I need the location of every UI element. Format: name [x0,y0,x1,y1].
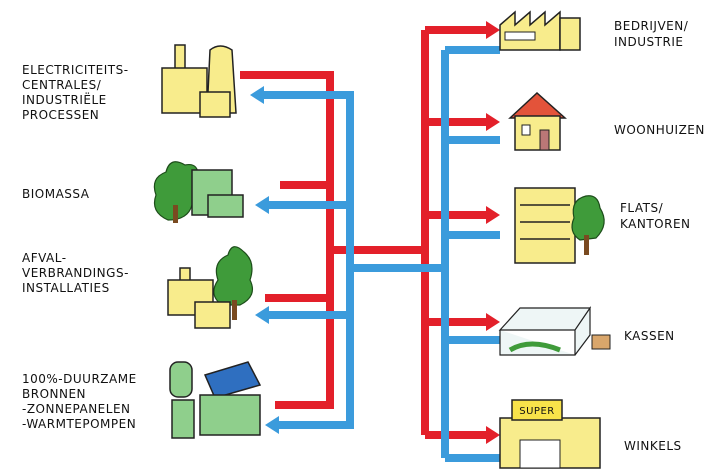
label-line: WINKELS [624,439,682,453]
label-line: ELECTRICITEITS- [22,63,129,77]
label-line: INDUSTRIE [614,35,683,49]
biomass-plant [154,162,243,223]
flats [515,188,604,263]
label-line: 100%-DUURZAME [22,372,137,386]
source-label: BIOMASSA [22,187,90,201]
incinerator [168,247,252,328]
greenhouse [500,308,610,355]
consumer-label: WINKELS [624,439,682,453]
label-line: KASSEN [624,329,675,343]
label-line: BIOMASSA [22,187,90,201]
label-line: -ZONNEPANELEN [22,402,131,416]
label-line: PROCESSEN [22,108,99,122]
label-line: KANTOREN [620,217,691,231]
consumer-label: BEDRIJVEN/INDUSTRIE [614,19,689,49]
supermarket: SUPER [500,400,600,468]
label-line: INSTALLATIES [22,281,110,295]
consumer-label: FLATS/KANTOREN [620,201,691,231]
source-label: AFVAL-VERBRANDINGS-INSTALLATIES [22,251,129,295]
label-line: VERBRANDINGS- [22,266,129,280]
consumer-label: WOONHUIZEN [614,123,705,137]
pipes [240,21,500,458]
consumer-label: KASSEN [624,329,675,343]
power-plant [162,45,236,117]
label-line: INDUSTRIËLE [22,92,107,107]
shop-sign: SUPER [519,406,554,417]
label-line: WOONHUIZEN [614,123,705,137]
label-line: FLATS/ [620,201,664,215]
label-line: AFVAL- [22,251,67,265]
house [510,93,565,150]
consumer-labels: BEDRIJVEN/INDUSTRIE WOONHUIZEN FLATS/KAN… [614,19,705,453]
label-line: -WARMTEPOMPEN [22,417,136,431]
label-line: CENTRALES/ [22,78,102,92]
heat-network-diagram: SUPER ELECTRICITEITS-CENTRALES/INDUSTRIË… [0,0,720,476]
factory [500,12,580,50]
solar-and-heatpump [170,362,260,438]
label-line: BRONNEN [22,387,86,401]
label-line: BEDRIJVEN/ [614,19,689,33]
